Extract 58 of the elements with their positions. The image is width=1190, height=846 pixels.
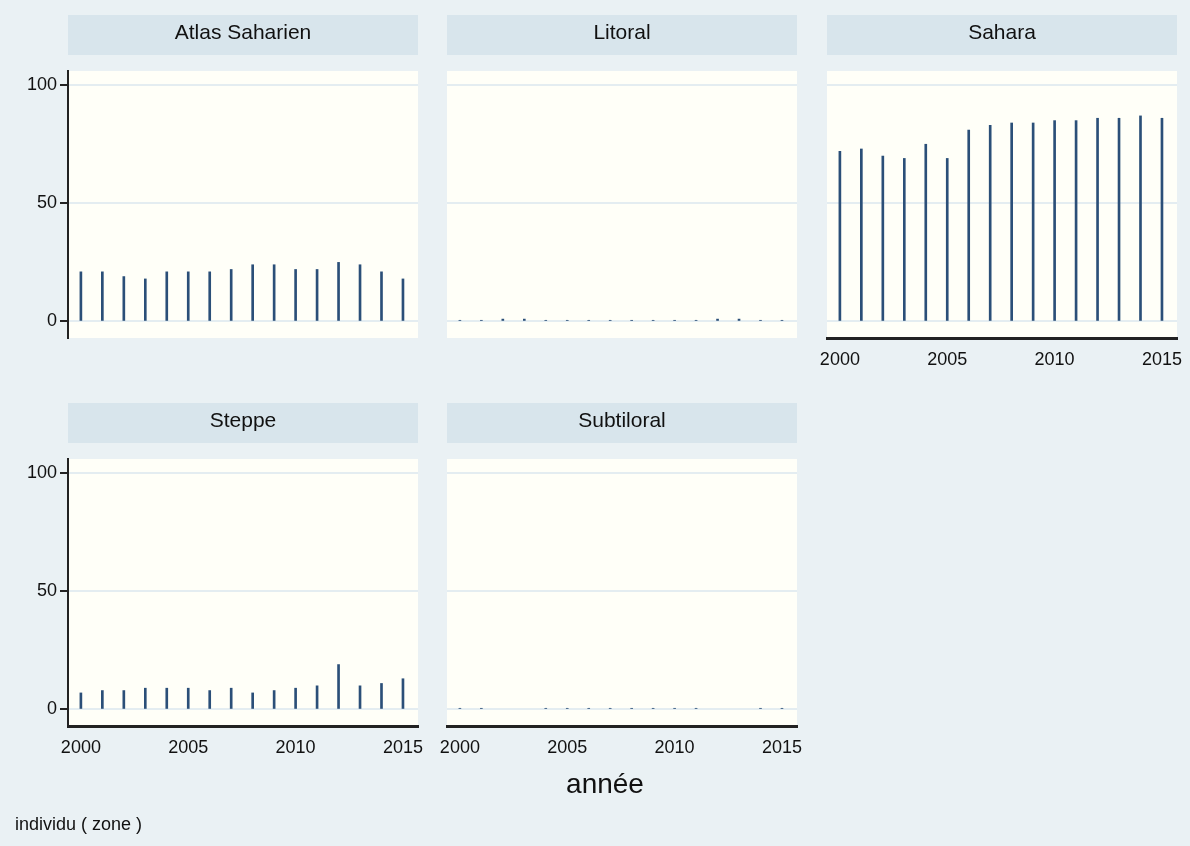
bar <box>208 271 212 321</box>
bar <box>251 264 254 321</box>
y-tick-label: 100 <box>26 74 57 95</box>
bar <box>165 271 169 321</box>
y-tick-label: 0 <box>46 310 57 331</box>
bar <box>337 262 340 321</box>
bar <box>186 687 190 709</box>
x-tick-label: 2000 <box>60 736 101 757</box>
y-tick-label: 50 <box>36 192 57 213</box>
y-tick-label: 0 <box>46 698 57 719</box>
chart-title: Subtiloral <box>447 403 797 443</box>
bar <box>924 143 928 321</box>
y-tick-label: 50 <box>36 580 57 601</box>
bar <box>945 158 949 321</box>
x-tick-label: 2010 <box>275 736 316 757</box>
bar <box>1096 117 1099 321</box>
bar <box>208 690 212 709</box>
x-tick-label: 2005 <box>547 736 588 757</box>
bar <box>380 683 383 709</box>
bar <box>294 687 297 709</box>
bar <box>380 271 383 321</box>
x-tick-label: 2005 <box>168 736 209 757</box>
x-tick-label: 2015 <box>761 736 802 757</box>
bar <box>186 271 190 321</box>
bar <box>1010 122 1013 321</box>
bar <box>902 158 906 321</box>
bar <box>143 278 147 321</box>
x-tick-label: 2015 <box>382 736 423 757</box>
bar <box>1053 120 1056 321</box>
bar <box>101 690 104 709</box>
bar <box>294 269 297 321</box>
x-axis-title: année <box>565 768 645 800</box>
x-tick-label: 2000 <box>819 348 860 369</box>
x-tick-label: 2010 <box>1034 348 1075 369</box>
bar <box>1139 115 1142 321</box>
chart-title: Sahara <box>827 15 1177 55</box>
bar <box>143 687 147 709</box>
text: individu ( zone ) <box>15 814 143 835</box>
y-tick-label: 100 <box>26 462 57 483</box>
bar <box>101 271 104 321</box>
bar <box>988 125 992 321</box>
chart-title: Steppe <box>68 403 418 443</box>
bar <box>967 129 971 321</box>
chart-title: Litoral <box>447 15 797 55</box>
bar <box>122 276 126 321</box>
bar <box>229 269 233 321</box>
bar <box>337 664 340 709</box>
bar <box>881 155 885 321</box>
x-tick-label: 2010 <box>654 736 695 757</box>
x-tick-label: 2005 <box>927 348 968 369</box>
bar <box>165 687 169 709</box>
bar <box>122 690 126 709</box>
x-tick-label: 2015 <box>1141 348 1182 369</box>
bar <box>860 148 863 321</box>
x-tick-label: 2000 <box>439 736 480 757</box>
chart-title: Atlas Saharien <box>68 15 418 55</box>
bar <box>229 687 233 709</box>
bar <box>251 692 254 709</box>
